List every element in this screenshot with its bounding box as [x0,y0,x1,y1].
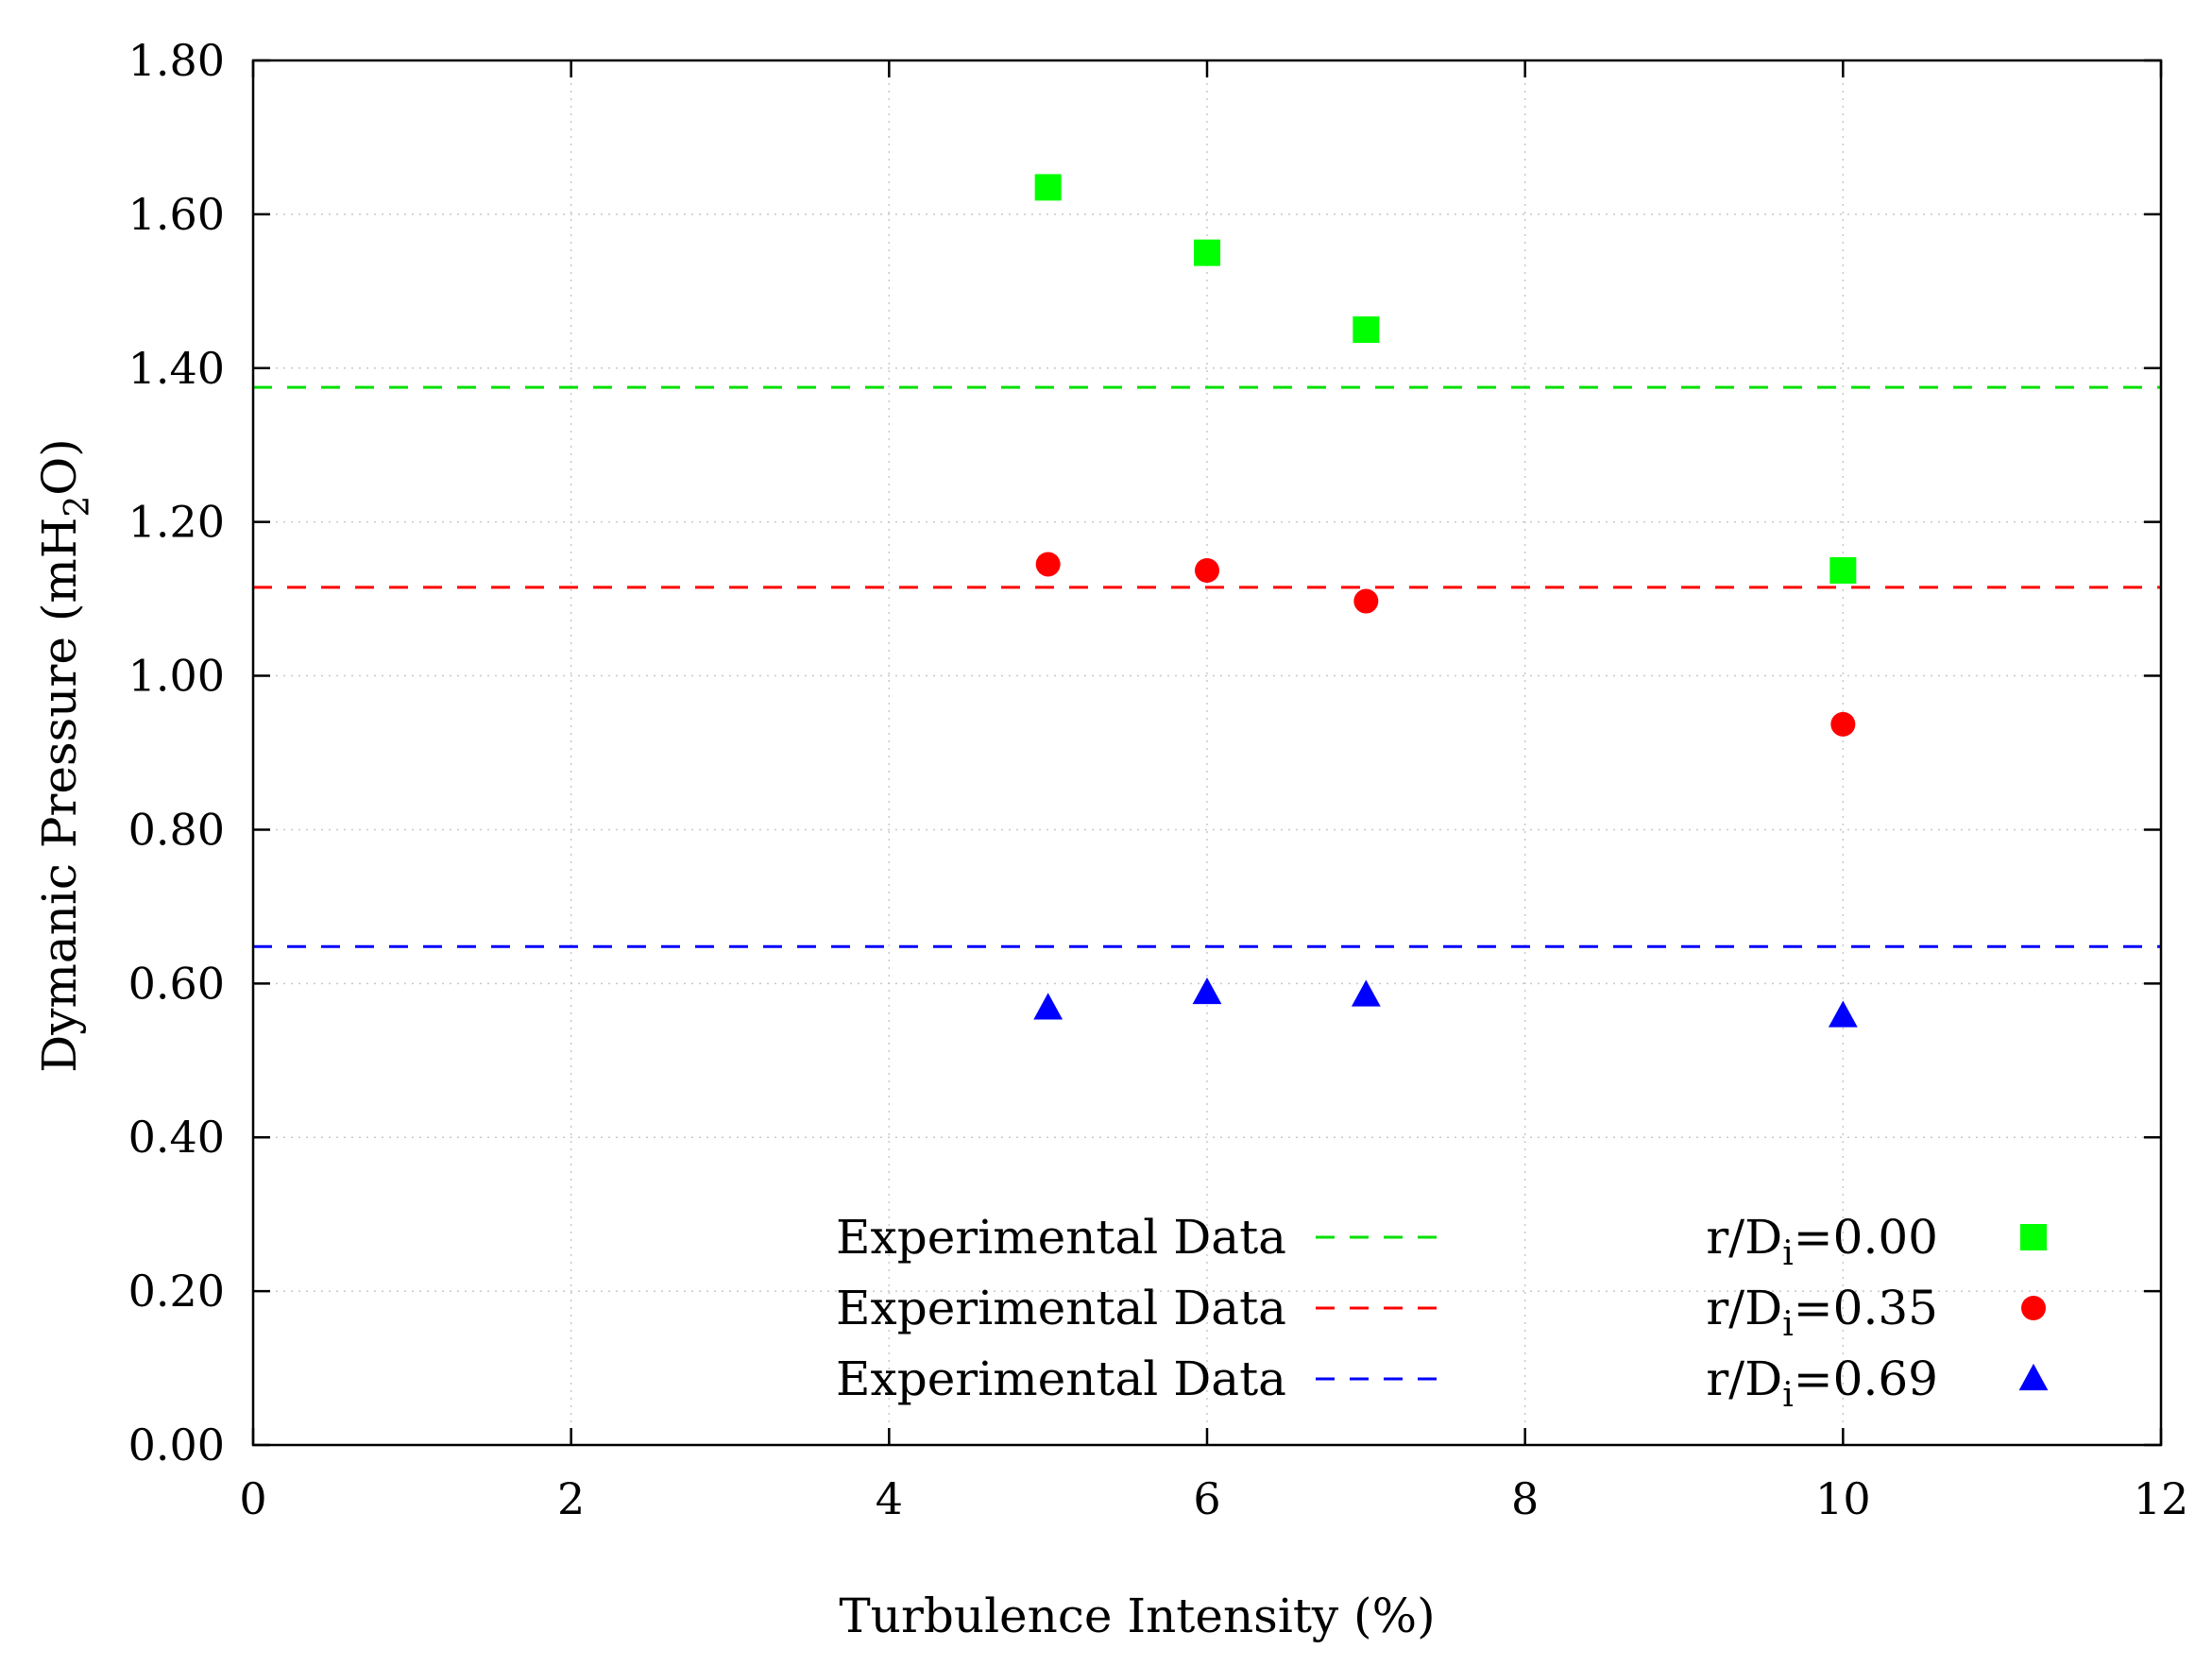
legend-ref-label-1: Experimental Data [836,1281,1286,1335]
point-series-2-2 [1351,979,1381,1007]
y-tick-label-6: 1.20 [128,497,225,548]
legend-series-label-0: r/Di=0.00 [1706,1210,1938,1273]
y-tick-label-8: 1.60 [128,189,225,240]
legend-ref-label-0: Experimental Data [836,1210,1286,1265]
reference-lines [253,385,2161,948]
y-tick-label-9: 1.80 [128,35,225,86]
x-tick-label-3: 6 [1193,1473,1220,1524]
y-tick-label-5: 1.00 [128,651,225,702]
point-series-0-1 [1194,239,1220,266]
legend-series-label-2: r/Di=0.69 [1706,1352,1938,1415]
point-series-2-0 [1033,993,1063,1020]
legend-series-marker-2 [2018,1363,2049,1391]
axes: 0 2 4 6 8 10 12 0.00 0.20 0.40 0.60 0.80 1.00 1.20 1.4… [128,35,2189,1524]
y-tick-label-4: 0.80 [128,804,225,855]
legend-ref-label-2: Experimental Data [836,1352,1286,1406]
x-axis-label: Turbulence Intensity (%) [839,1589,1435,1643]
y-tick-label-1: 0.20 [128,1266,225,1317]
x-tick-label-6: 12 [2134,1473,2189,1524]
point-series-1-1 [1195,557,1219,583]
x-tick-label-0: 0 [239,1473,266,1524]
point-series-0-3 [1829,556,1857,584]
y-tick-label-3: 0.60 [128,958,225,1009]
y-axis-label: Dymanic Pressure (mH2O) [32,438,97,1073]
y-axis-label-prefix: Dymanic Pressure (mH [32,518,87,1073]
x-tick-label-5: 10 [1815,1473,1871,1524]
point-series-1-3 [1830,711,1856,737]
legend-series-marker-1 [2021,1296,2046,1320]
legend-series-marker-0 [2020,1224,2047,1250]
x-tick-label-1: 2 [557,1473,585,1524]
y-axis-label-sub: 2 [59,496,97,518]
point-series-1-0 [1035,552,1061,577]
x-tick-label-2: 4 [876,1473,903,1524]
point-series-0-0 [1034,174,1062,201]
grid-lines [253,60,2161,1445]
point-series-1-2 [1353,588,1379,614]
point-series-2-3 [1828,1000,1858,1028]
y-tick-label-7: 1.40 [128,343,225,394]
y-tick-label-0: 0.00 [128,1420,225,1470]
point-series-2-1 [1192,978,1222,1005]
data-points [1033,174,1858,1028]
legend-series-label-1: r/Di=0.35 [1706,1281,1938,1344]
y-tick-label-2: 0.40 [128,1112,225,1163]
legend: Experimental Data Experimental Data Experi… [836,1210,2049,1415]
y-axis-label-suffix: O) [32,438,87,496]
point-series-0-2 [1353,316,1380,344]
x-tick-label-4: 8 [1511,1473,1539,1524]
